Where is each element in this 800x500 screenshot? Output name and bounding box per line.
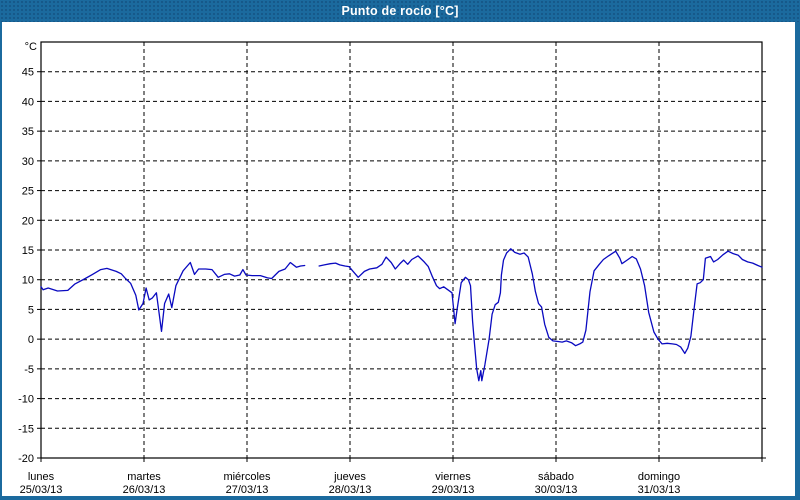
y-tick-label: 30 (22, 156, 34, 168)
x-day-label: martes (127, 471, 161, 483)
x-day-label: viernes (435, 471, 471, 483)
x-day-label: lunes (28, 471, 55, 483)
dew-point-series-line (318, 248, 763, 382)
y-tick-label: -10 (18, 394, 34, 406)
chart-title-bar: Punto de rocío [°C] (0, 0, 800, 22)
y-tick-label: -20 (18, 453, 34, 465)
x-date-label: 26/03/13 (123, 484, 166, 496)
y-tick-label: 40 (22, 96, 34, 108)
y-tick-label: 35 (22, 126, 34, 138)
dew-point-series-line (40, 261, 306, 333)
x-date-label: 27/03/13 (226, 484, 269, 496)
x-day-label: jueves (333, 471, 366, 483)
x-date-label: 29/03/13 (432, 484, 475, 496)
x-day-label: domingo (638, 471, 680, 483)
x-date-label: 28/03/13 (329, 484, 372, 496)
y-tick-label: 5 (28, 304, 34, 316)
y-tick-label: 15 (22, 245, 34, 257)
y-tick-label: 0 (28, 334, 34, 346)
y-tick-label: 20 (22, 215, 34, 227)
chart-title: Punto de rocío [°C] (341, 4, 459, 18)
x-day-label: sábado (538, 471, 574, 483)
y-tick-label: 45 (22, 67, 34, 79)
x-date-label: 25/03/13 (20, 484, 63, 496)
y-tick-label: 10 (22, 275, 34, 287)
y-tick-label: 25 (22, 186, 34, 198)
y-axis-unit-label: °C (25, 41, 37, 53)
x-date-label: 30/03/13 (535, 484, 578, 496)
y-tick-label: -5 (24, 364, 34, 376)
x-day-label: miércoles (223, 471, 271, 483)
x-date-label: 31/03/13 (638, 484, 681, 496)
y-tick-label: -15 (18, 423, 34, 435)
